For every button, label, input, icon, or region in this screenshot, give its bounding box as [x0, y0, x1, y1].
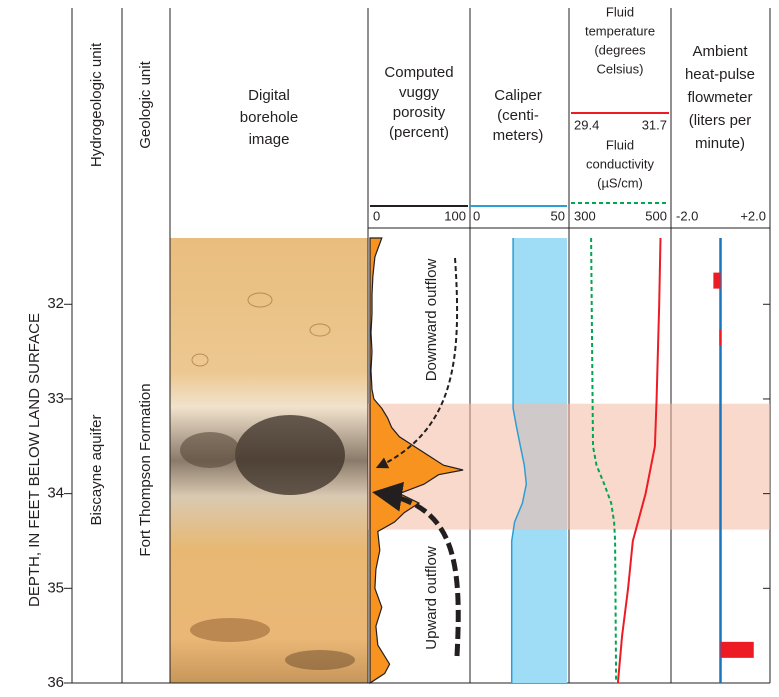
x-tick-label: 50 [551, 208, 565, 223]
track-title: vuggy [399, 84, 440, 101]
y-tick-label: 36 [47, 674, 64, 691]
unit-label: Fort Thompson Formation [137, 383, 154, 556]
x-tick-label: 100 [444, 208, 466, 223]
flow-bar [713, 273, 720, 289]
track-title: meters) [493, 127, 544, 144]
track-title: Fluid [606, 4, 634, 19]
y-tick-label: 32 [47, 295, 64, 312]
track-title: minute) [695, 135, 745, 152]
y-tick-label: 34 [47, 485, 64, 502]
x-tick-label: 31.7 [642, 117, 667, 132]
flow-bar [719, 329, 721, 345]
track-title: (liters per [689, 112, 752, 129]
annotation: Upward outflow [423, 546, 440, 650]
column-header: Geologic unit [137, 60, 154, 148]
track-title: Computed [384, 64, 453, 81]
track-title: Caliper [494, 87, 542, 104]
x-tick-label: 500 [645, 208, 667, 223]
track-title: heat-pulse [685, 66, 755, 83]
track-title: (percent) [389, 124, 449, 141]
column-header: borehole [240, 109, 298, 126]
chart: DEPTH, IN FEET BELOW LAND SURFACE Downwa… [0, 0, 779, 692]
annotation: Downward outflow [423, 259, 440, 382]
column-header: image [249, 131, 290, 148]
x-tick-label: 300 [574, 208, 596, 223]
flow-bar [721, 642, 754, 658]
x-tick-label: 0 [373, 208, 380, 223]
x-tick-label: 29.4 [574, 117, 599, 132]
y-tick-label: 35 [47, 579, 64, 596]
track-title: (degrees [594, 42, 646, 57]
column-header: Hydrogeologic unit [88, 42, 105, 167]
track-title: flowmeter [687, 89, 752, 106]
y-axis-label: DEPTH, IN FEET BELOW LAND SURFACE [26, 313, 43, 607]
track-title: Ambient [692, 43, 748, 60]
track-title: (centi- [497, 107, 539, 124]
track-title: (µS/cm) [597, 175, 643, 190]
borehole-image [170, 238, 368, 683]
unit-label: Biscayne aquifer [88, 415, 105, 526]
x-tick-label: +2.0 [740, 208, 766, 223]
x-tick-label: 0 [473, 208, 480, 223]
x-tick-label: -2.0 [676, 208, 698, 223]
track-title: conductivity [586, 156, 654, 171]
y-tick-label: 33 [47, 390, 64, 407]
track-title: Celsius) [597, 61, 644, 76]
track-title: temperature [585, 23, 655, 38]
column-header: Digital [248, 87, 290, 104]
track-title: porosity [393, 104, 446, 121]
track-title: Fluid [606, 137, 634, 152]
